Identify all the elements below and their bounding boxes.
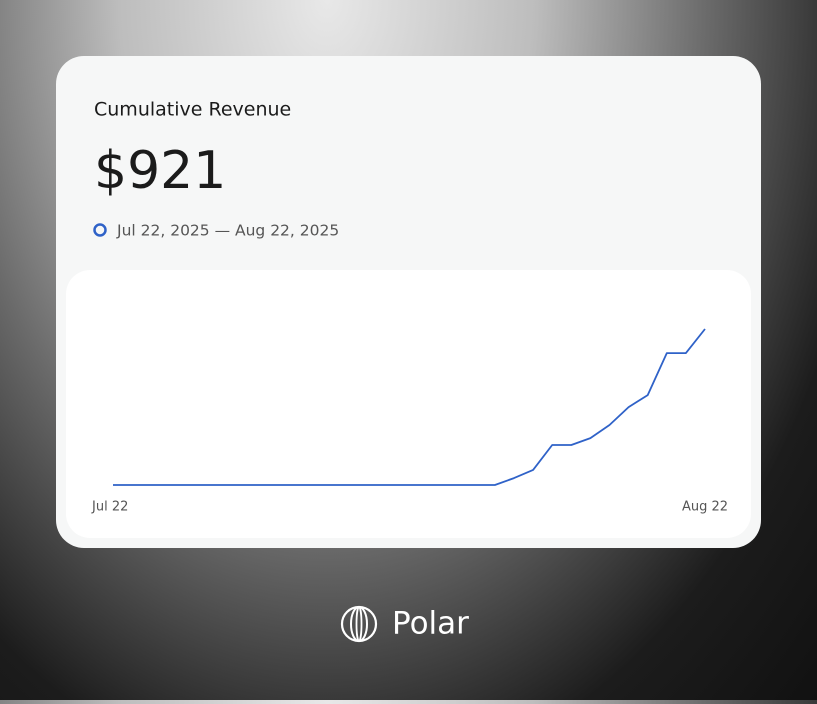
chart-panel [66,270,751,538]
x-tick-label: Jul 22 [91,500,128,515]
brand: Polar [392,606,469,642]
headline: $921 [94,141,226,201]
chart-title: Cumulative Revenue [94,99,291,121]
range-indicator [93,223,107,237]
line [113,328,706,486]
plot: Jul 22 Aug 22 [91,328,728,515]
date-range: Jul 22, 2025 — Aug 22, 2025 [116,222,339,240]
logo [340,605,378,643]
x-tick-label: Aug 22 [682,500,728,515]
